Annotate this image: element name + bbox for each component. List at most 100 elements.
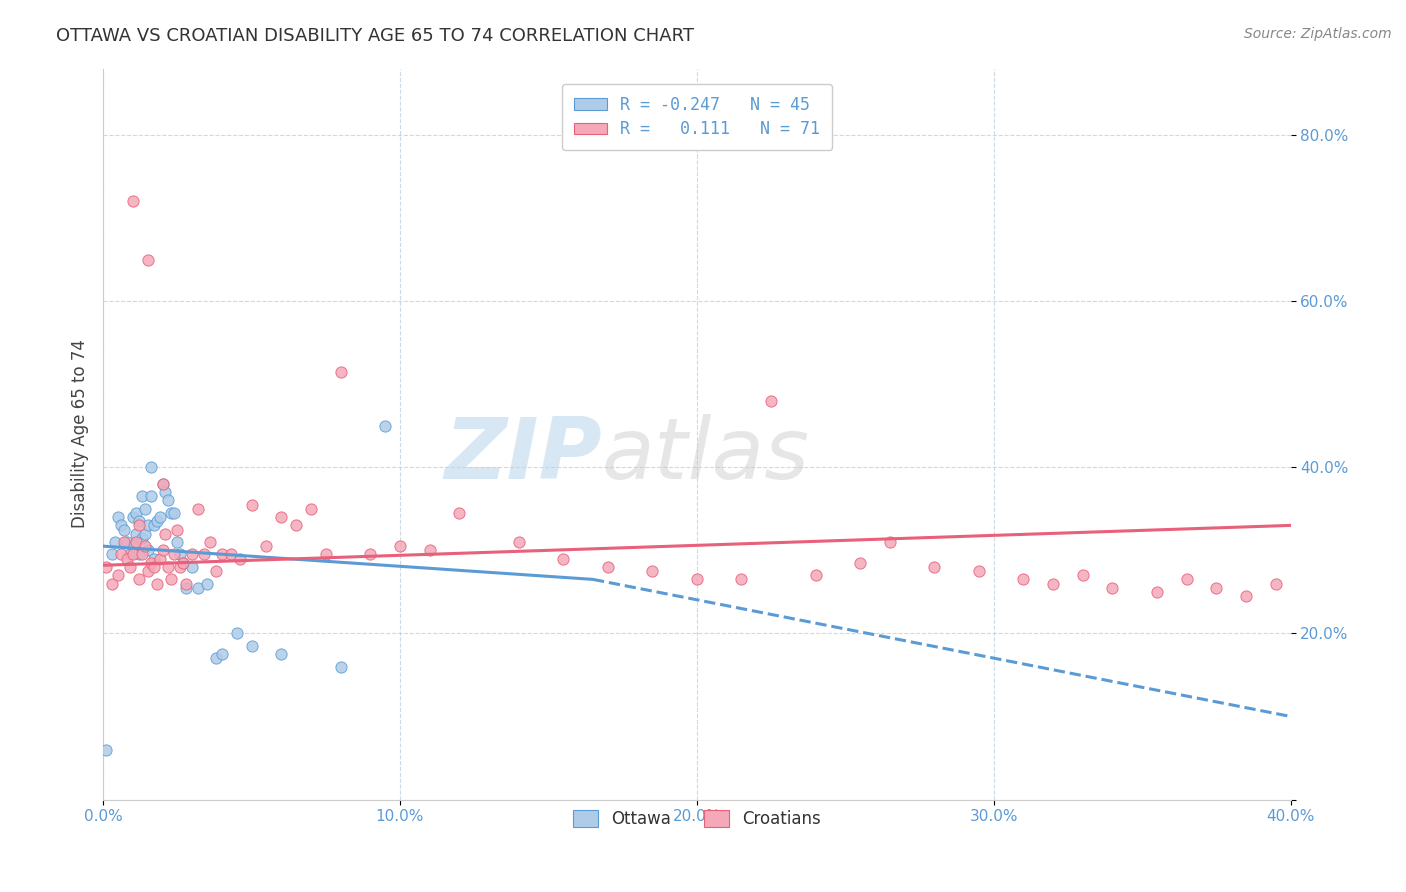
Point (139, 556, 162, 570)
Point (315, 548, 337, 562)
Point (157, 560, 180, 574)
Point (374, 418, 396, 433)
Point (121, 510, 143, 524)
Point (169, 560, 191, 574)
Point (641, 564, 664, 578)
Point (508, 535, 530, 549)
Point (254, 539, 277, 553)
Point (107, 568, 129, 582)
Point (730, 573, 752, 587)
Point (205, 564, 228, 578)
Point (285, 518, 308, 533)
Point (142, 560, 165, 574)
Point (270, 647, 292, 661)
Point (174, 576, 197, 591)
Point (134, 539, 156, 553)
Point (329, 365, 352, 379)
Point (1146, 585, 1168, 599)
Point (125, 526, 148, 541)
Point (145, 576, 167, 591)
Point (193, 548, 215, 562)
Point (115, 551, 138, 566)
Point (125, 535, 148, 549)
Point (110, 518, 132, 533)
Point (148, 551, 170, 566)
Point (121, 539, 143, 553)
Point (181, 548, 204, 562)
Point (849, 556, 872, 570)
Point (228, 551, 250, 566)
Point (166, 535, 188, 549)
Point (101, 548, 124, 562)
Point (879, 535, 901, 549)
Point (1042, 576, 1064, 591)
Point (172, 556, 194, 570)
Point (187, 581, 209, 595)
Point (211, 647, 233, 661)
Point (104, 535, 127, 549)
Legend: Ottawa, Croatians: Ottawa, Croatians (565, 804, 828, 835)
Point (174, 581, 197, 595)
Point (131, 531, 153, 545)
Point (1205, 581, 1227, 595)
Point (139, 489, 162, 503)
Point (759, 393, 782, 408)
Point (195, 576, 218, 591)
Point (128, 518, 150, 533)
Point (134, 526, 156, 541)
Text: atlas: atlas (602, 415, 810, 498)
Text: OTTAWA VS CROATIAN DISABILITY AGE 65 TO 74 CORRELATION CHART: OTTAWA VS CROATIAN DISABILITY AGE 65 TO … (56, 27, 695, 45)
Point (1101, 581, 1123, 595)
Point (553, 551, 575, 566)
Point (128, 573, 150, 587)
Point (299, 501, 322, 516)
Point (136, 518, 159, 533)
Point (160, 506, 183, 520)
Point (131, 489, 153, 503)
Point (101, 576, 124, 591)
Point (205, 651, 228, 665)
Point (1175, 573, 1198, 587)
Point (388, 539, 411, 553)
Point (142, 551, 165, 566)
Point (359, 548, 381, 562)
Point (329, 659, 352, 673)
Point (211, 548, 233, 562)
Point (181, 560, 204, 574)
Point (163, 548, 186, 562)
Point (142, 518, 165, 533)
Point (121, 194, 143, 209)
Point (121, 548, 143, 562)
Point (128, 548, 150, 562)
Point (169, 548, 191, 562)
Point (131, 548, 153, 562)
Point (1071, 568, 1094, 582)
Point (240, 639, 263, 653)
Point (94, 742, 117, 756)
Point (804, 568, 827, 582)
Point (449, 506, 471, 520)
Point (240, 498, 263, 512)
Point (155, 485, 177, 500)
Point (139, 460, 162, 475)
Point (115, 535, 138, 549)
Point (596, 560, 619, 574)
Point (1234, 589, 1257, 603)
Point (1264, 576, 1286, 591)
Point (107, 510, 129, 524)
Point (924, 560, 946, 574)
Point (118, 548, 141, 562)
Point (94, 560, 117, 574)
Point (967, 564, 990, 578)
Point (163, 506, 186, 520)
Point (145, 514, 167, 528)
Point (172, 556, 194, 570)
Text: ZIP: ZIP (444, 415, 602, 498)
Y-axis label: Disability Age 65 to 74: Disability Age 65 to 74 (72, 340, 89, 528)
Point (136, 543, 159, 558)
Point (187, 501, 209, 516)
Point (160, 573, 183, 587)
Text: Source: ZipAtlas.com: Source: ZipAtlas.com (1244, 27, 1392, 41)
Point (1012, 573, 1035, 587)
Point (686, 573, 709, 587)
